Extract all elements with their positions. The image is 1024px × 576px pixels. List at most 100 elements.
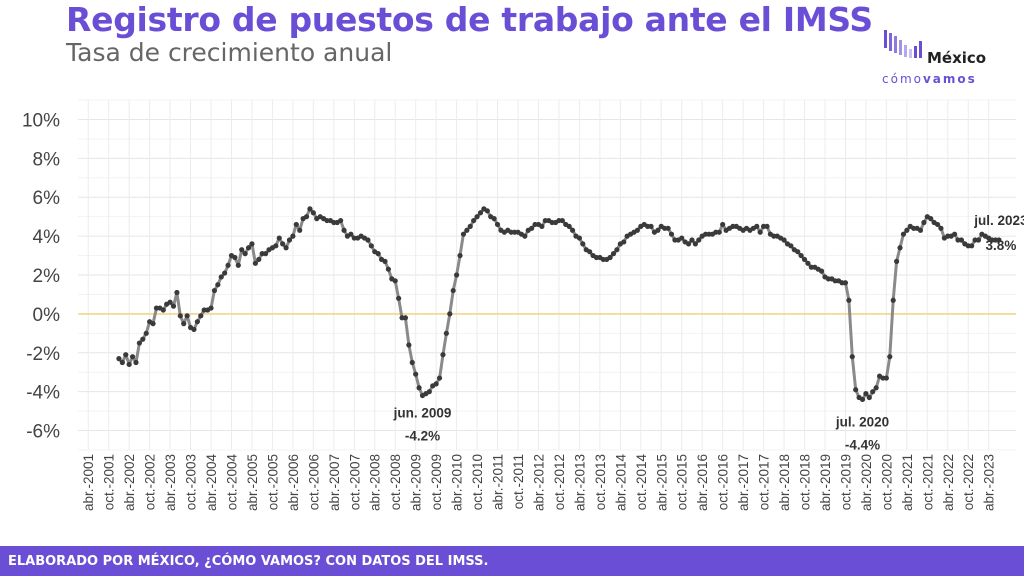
annotation-date-label: jul. 2020 xyxy=(835,414,889,429)
data-point xyxy=(406,342,412,348)
x-tick-label: abr.-2005 xyxy=(245,454,260,511)
x-tick-label: abr.-2011 xyxy=(491,454,506,510)
annotation-date-label: jun. 2009 xyxy=(393,406,452,421)
data-point xyxy=(256,256,262,263)
data-point xyxy=(184,313,190,319)
data-point xyxy=(170,303,177,309)
data-point xyxy=(634,227,640,233)
data-point xyxy=(177,313,183,319)
chart-subtitle: Tasa de crecimiento anual xyxy=(66,38,393,67)
data-point xyxy=(477,210,484,216)
data-point xyxy=(208,305,214,311)
y-tick-label: 0% xyxy=(33,305,61,326)
data-point xyxy=(859,396,866,403)
mexico-como-vamos-logo: México cómovamos xyxy=(880,27,1010,87)
data-point xyxy=(569,227,576,233)
x-tick-label: oct.-2010 xyxy=(470,454,485,510)
data-point xyxy=(621,239,627,245)
data-point xyxy=(375,251,381,257)
x-tick-label: oct.-2002 xyxy=(143,454,158,510)
footer-bar: ELABORADO POR MÉXICO, ¿CÓMO VAMOS? CON D… xyxy=(0,546,1024,576)
data-point xyxy=(883,375,889,381)
data-point xyxy=(846,297,852,303)
data-point xyxy=(464,227,470,233)
data-point xyxy=(194,319,200,325)
x-tick-label: oct.-2003 xyxy=(184,454,199,510)
x-tick-label: abr.-2015 xyxy=(654,454,669,511)
x-tick-label: abr.-2018 xyxy=(777,454,792,511)
y-tick-label: -6% xyxy=(26,422,60,443)
data-point xyxy=(818,268,825,274)
x-tick-label: abr.-2007 xyxy=(327,454,342,511)
x-tick-label: abr.-2014 xyxy=(613,454,628,512)
data-point xyxy=(245,245,252,251)
data-point xyxy=(290,233,296,239)
y-tick-label: 4% xyxy=(33,227,61,248)
data-point xyxy=(286,237,293,243)
x-tick-label: oct.-2015 xyxy=(675,454,690,510)
x-tick-label: abr.-2016 xyxy=(695,454,710,511)
data-point xyxy=(409,359,415,366)
x-tick-label: oct.-2009 xyxy=(429,454,444,510)
data-point xyxy=(890,297,896,303)
data-point xyxy=(338,217,344,224)
x-tick-label: oct.-2007 xyxy=(347,454,362,510)
data-point xyxy=(454,272,460,278)
data-point xyxy=(348,231,354,237)
data-point xyxy=(801,256,808,263)
data-point xyxy=(665,225,671,231)
data-point xyxy=(116,356,122,362)
x-tick-label: abr.-2004 xyxy=(204,454,219,512)
y-tick-label: 8% xyxy=(33,149,61,170)
data-point xyxy=(263,251,269,257)
annotation-value-label: 3.8% xyxy=(986,238,1017,253)
x-tick-label: oct.-2019 xyxy=(838,454,853,510)
data-point xyxy=(696,237,702,243)
x-tick-label: oct.-2011 xyxy=(511,454,526,509)
data-point xyxy=(303,214,310,220)
y-tick-label: -4% xyxy=(26,383,60,404)
x-tick-label: oct.-2018 xyxy=(798,454,813,510)
x-tick-label: abr.-2010 xyxy=(450,454,465,511)
x-tick-label: oct.-2001 xyxy=(102,454,117,510)
data-point xyxy=(529,225,535,231)
chart-annotations: jun. 2009 -4.2% jul. 2020 -4.4% jul. 2023 3.8… xyxy=(393,213,1024,452)
data-point xyxy=(280,241,286,247)
y-axis-tick-labels: 10% 8% 6% 4% 2% 0% -2% -4% -6% xyxy=(22,110,60,442)
data-point xyxy=(293,221,299,228)
data-point xyxy=(866,394,872,401)
data-point xyxy=(900,231,907,237)
data-point xyxy=(897,245,903,251)
x-tick-label: abr.-2020 xyxy=(859,454,874,511)
data-point xyxy=(276,235,282,241)
data-point xyxy=(764,223,770,229)
data-point xyxy=(133,359,139,366)
y-tick-label: 6% xyxy=(33,188,61,209)
data-point xyxy=(307,206,313,212)
data-point xyxy=(934,221,941,228)
x-tick-label: oct.-2013 xyxy=(593,454,608,510)
x-tick-label: abr.-2023 xyxy=(982,454,997,511)
data-point xyxy=(607,254,613,261)
data-point xyxy=(798,252,804,259)
data-point xyxy=(474,214,480,220)
data-point xyxy=(218,274,224,280)
x-tick-label: abr.-2003 xyxy=(163,454,178,511)
data-point xyxy=(648,223,654,229)
logo-tagline: cómovamos xyxy=(882,72,977,86)
data-point xyxy=(181,321,187,327)
data-point xyxy=(958,237,965,243)
x-tick-label: abr.-2017 xyxy=(736,454,751,511)
data-point xyxy=(211,287,218,294)
data-point xyxy=(849,354,855,360)
chart-grid xyxy=(78,99,1016,451)
data-point xyxy=(365,237,371,243)
data-point xyxy=(484,208,490,214)
data-point xyxy=(191,326,197,333)
data-point xyxy=(873,385,879,391)
data-point xyxy=(559,217,565,224)
data-point xyxy=(996,237,1002,243)
data-point xyxy=(460,231,467,237)
data-point xyxy=(402,315,409,321)
data-point xyxy=(471,217,477,224)
